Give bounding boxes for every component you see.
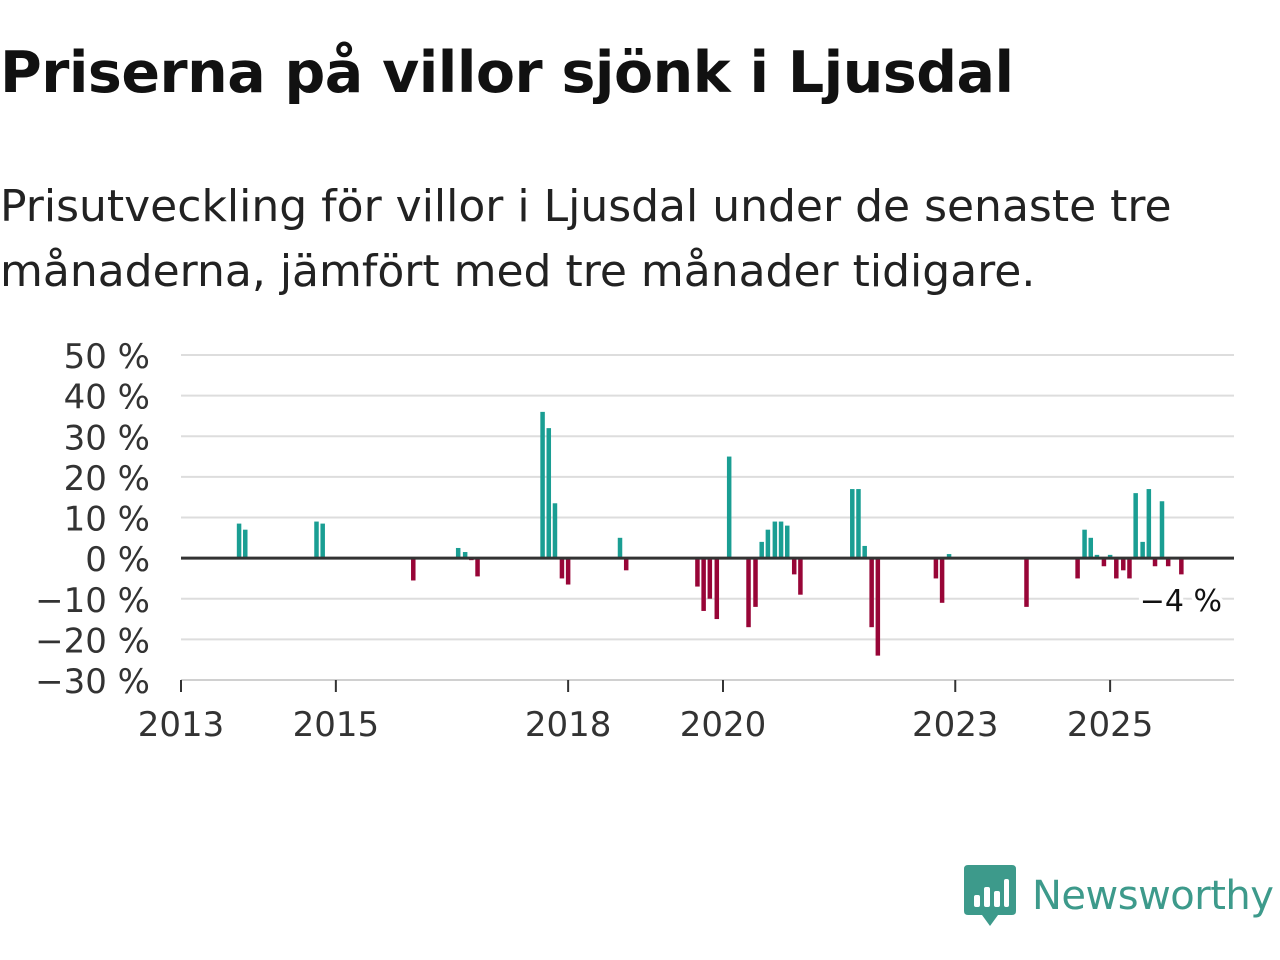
bar: [862, 545, 867, 559]
bar: [1114, 558, 1119, 579]
x-tick-label: 2013: [138, 705, 225, 745]
y-tick-label: −10 %: [35, 581, 150, 621]
y-tick-label: −20 %: [35, 621, 150, 661]
bar: [765, 529, 771, 559]
bar: [1082, 529, 1087, 559]
chart-subtitle: Prisutveckling för villor i Ljusdal unde…: [0, 181, 1172, 297]
bar: [1127, 558, 1132, 579]
bar: [759, 541, 764, 559]
bar: [707, 558, 713, 599]
bar: [1075, 558, 1080, 579]
y-tick-label: 50 %: [64, 337, 150, 377]
bar: [875, 558, 881, 656]
y-axis-tick-labels: 50 %40 %30 %20 %10 %0 %−10 %−20 %−30 %: [35, 337, 150, 702]
bar: [778, 521, 784, 559]
bar: [540, 411, 545, 559]
bar: [546, 428, 552, 559]
bar: [552, 503, 558, 559]
bar: [856, 489, 861, 559]
bar: [1140, 541, 1145, 559]
bar: [462, 552, 468, 559]
bar: [236, 523, 242, 559]
axes: [181, 556, 1234, 681]
bar: [314, 521, 319, 559]
x-tick-label: 2015: [293, 705, 380, 745]
y-tick-label: 40 %: [64, 378, 150, 418]
y-tick-label: 30 %: [64, 418, 150, 458]
bar: [1133, 493, 1138, 559]
x-tick-label: 2018: [525, 705, 612, 745]
value-annotation: −4 %: [1140, 584, 1222, 619]
bar: [320, 523, 325, 559]
bar: [753, 558, 758, 607]
bar: [623, 558, 629, 571]
bar: [798, 558, 803, 595]
bar: [565, 558, 571, 585]
y-tick-label: −30 %: [35, 662, 150, 702]
bar: [772, 521, 778, 559]
bar: [714, 558, 720, 620]
x-axis-tick-labels: 2013 2015 2018 2020 2023 2025: [138, 680, 1154, 745]
newsworthy-logo-icon: [964, 865, 1016, 926]
bar: [791, 558, 797, 575]
bar: [1179, 558, 1184, 575]
bar: [1107, 554, 1113, 559]
bar: [1159, 501, 1165, 559]
bar-chart: 50 %40 %30 %20 %10 %0 %−10 %−20 %−30 % 2…: [35, 337, 1234, 745]
bar: [1165, 558, 1171, 567]
x-tick-label: 2020: [680, 705, 767, 745]
bar: [1088, 537, 1094, 559]
y-tick-label: 20 %: [64, 459, 150, 499]
bar: [243, 529, 248, 559]
bar: [933, 558, 939, 579]
bar: [784, 525, 790, 559]
bar: [746, 558, 751, 628]
bar: [946, 554, 952, 559]
brand-logo: Newsworthy: [964, 864, 1274, 928]
brand-name: Newsworthy: [1032, 873, 1274, 919]
bar: [1121, 558, 1126, 571]
bar: [850, 489, 855, 559]
bar: [701, 558, 706, 611]
x-tick-label: 2025: [1067, 705, 1154, 745]
x-tick-label: 2023: [912, 705, 999, 745]
bar: [1094, 554, 1100, 559]
bar: [726, 456, 732, 559]
bar: [1146, 489, 1152, 559]
gridlines: [181, 354, 1234, 681]
bar: [475, 558, 480, 577]
bar: [455, 547, 461, 559]
bar: [559, 558, 565, 579]
y-tick-label: 0 %: [85, 540, 150, 580]
annotations: −4 %: [1136, 580, 1226, 623]
bar: [1101, 558, 1107, 567]
bar: [411, 558, 416, 581]
bar: [869, 558, 874, 628]
y-tick-label: 10 %: [64, 500, 150, 540]
bar: [695, 558, 700, 587]
chart-title: Priserna på villor sjönk i Ljusdal: [0, 40, 1014, 106]
bar: [1152, 558, 1158, 567]
bar: [1024, 558, 1029, 607]
bar: [939, 558, 945, 603]
bars: [236, 411, 1184, 656]
bar: [617, 537, 623, 559]
